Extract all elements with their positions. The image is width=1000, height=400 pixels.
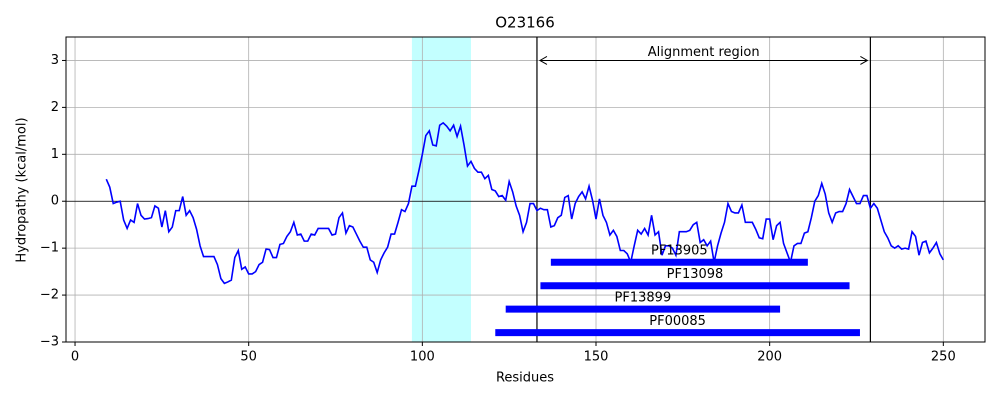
domain-label: PF00085 [649,314,706,329]
domain-label: PF13905 [651,244,708,259]
x-axis-label: Residues [496,371,554,386]
y-tick-label: −1 [40,241,59,256]
x-tick-label: 200 [757,350,782,365]
domain-label: PF13098 [667,267,724,282]
y-tick-label: −2 [40,288,59,303]
annotation-text: Alignment region [648,45,760,60]
y-tick-label: −3 [40,335,59,350]
x-tick-label: 250 [931,350,956,365]
y-axis-label: Hydropathy (kcal/mol) [15,117,30,262]
y-tick-label: 1 [51,147,59,162]
shaded-region [411,37,471,342]
x-tick-label: 100 [410,350,435,365]
y-tick-label: 2 [51,100,59,115]
arrow-head [860,56,869,65]
x-tick-label: 50 [240,350,257,365]
arrow-head [538,56,548,65]
chart-title: O23166 [495,14,555,32]
y-tick-label: 3 [51,53,59,68]
hydropathy-line [105,121,945,285]
domain-label: PF13899 [615,291,672,306]
plot-frame [65,36,986,343]
y-tick-label: 0 [51,194,59,209]
x-tick-label: 0 [71,350,79,365]
x-tick-label: 150 [584,350,609,365]
